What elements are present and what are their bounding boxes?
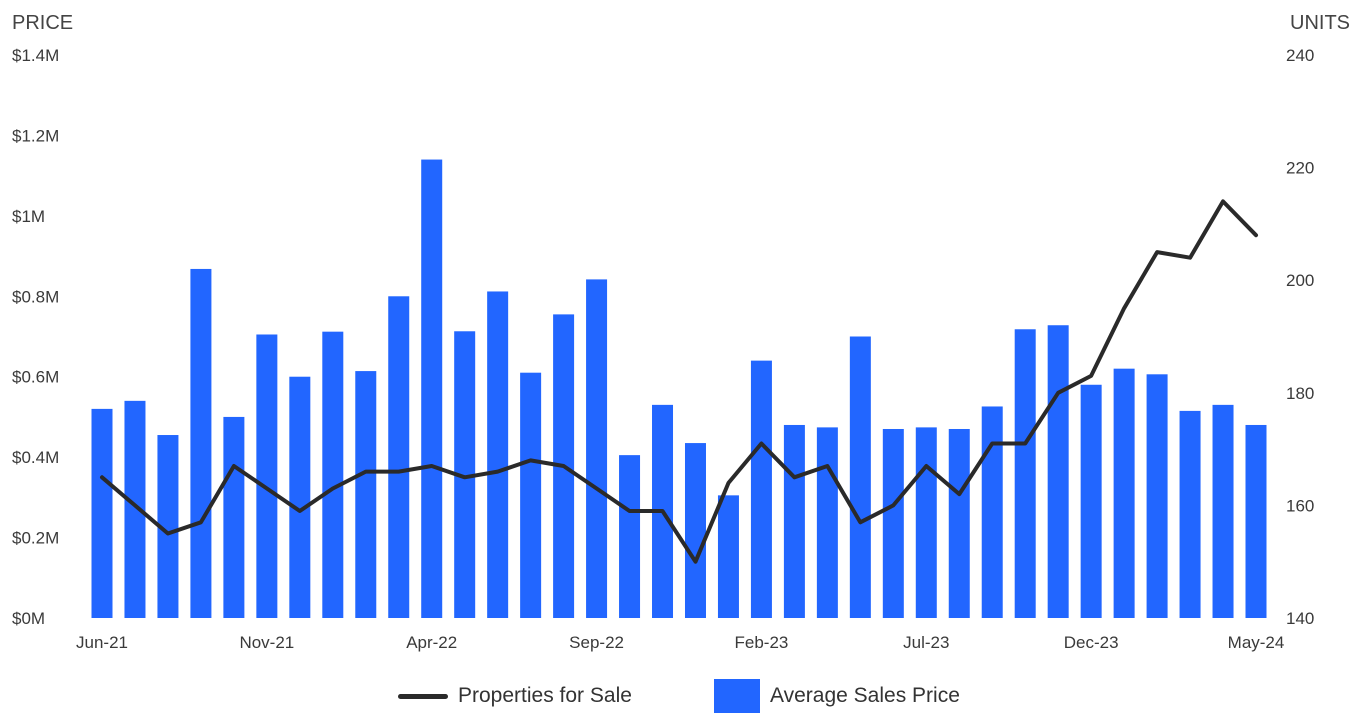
right-axis-ticks: 140 160 180 200 220 240 — [1286, 46, 1314, 628]
price-bar — [816, 427, 838, 618]
x-tick-label: May-24 — [1228, 633, 1285, 652]
left-tick-label: $1M — [12, 207, 45, 226]
price-bar — [1014, 329, 1036, 618]
price-bar — [421, 159, 443, 619]
x-tick-label: Apr-22 — [406, 633, 457, 652]
price-bar — [289, 376, 311, 618]
price-bar — [91, 408, 113, 618]
legend-line-swatch — [398, 693, 448, 699]
left-tick-label: $1.4M — [12, 46, 59, 65]
price-bar — [454, 331, 476, 618]
legend-bar-swatch — [714, 679, 760, 713]
price-bars — [91, 159, 1267, 619]
left-tick-label: $0M — [12, 609, 45, 628]
x-tick-label: Feb-23 — [734, 633, 788, 652]
x-axis-ticks: Jun-21 Nov-21 Apr-22 Sep-22 Feb-23 Jul-23 Dec-… — [76, 633, 1284, 652]
price-bar — [388, 296, 410, 618]
price-bar — [355, 371, 377, 618]
price-bar — [1212, 404, 1234, 618]
left-axis-ticks: $0M $0.2M $0.4M $0.6M $0.8M $1M $1.2M $1.4M — [12, 46, 59, 628]
price-bar — [520, 372, 542, 618]
x-tick-label: Jul-23 — [903, 633, 949, 652]
price-bar — [190, 268, 212, 618]
price-bar — [256, 334, 278, 618]
x-tick-label: Sep-22 — [569, 633, 624, 652]
price-bar — [783, 424, 805, 618]
left-tick-label: $0.4M — [12, 448, 59, 467]
price-bar — [1113, 368, 1135, 618]
price-bar — [915, 427, 937, 618]
price-bar — [849, 336, 871, 618]
legend-label-properties: Properties for Sale — [458, 684, 632, 707]
x-tick-label: Dec-23 — [1064, 633, 1119, 652]
price-bar — [124, 400, 146, 618]
price-bar — [157, 435, 179, 618]
price-bar — [487, 291, 509, 618]
combo-chart: $0M $0.2M $0.4M $0.6M $0.8M $1M $1.2M $1.4M 140… — [12, 46, 1314, 652]
left-tick-label: $0.8M — [12, 287, 59, 306]
price-bar — [981, 406, 1003, 618]
price-bar — [1080, 384, 1102, 618]
price-bar — [750, 360, 772, 618]
right-axis-title: UNITS — [1290, 12, 1350, 34]
right-tick-label: 240 — [1286, 46, 1314, 65]
price-bar — [1245, 424, 1267, 618]
left-tick-label: $1.2M — [12, 126, 59, 145]
x-tick-label: Jun-21 — [76, 633, 128, 652]
legend-label-price: Average Sales Price — [770, 684, 960, 707]
properties-line — [100, 199, 1258, 564]
price-bar — [948, 428, 970, 618]
left-tick-label: $0.6M — [12, 368, 59, 387]
left-tick-label: $0.2M — [12, 529, 59, 548]
price-bar — [322, 331, 344, 618]
price-bar — [1146, 374, 1168, 618]
price-bar — [882, 428, 904, 618]
price-bar — [1179, 410, 1201, 618]
right-tick-label: 180 — [1286, 384, 1314, 403]
price-bar — [1047, 325, 1069, 618]
price-bar — [223, 416, 245, 618]
x-tick-label: Nov-21 — [239, 633, 294, 652]
right-tick-label: 220 — [1286, 159, 1314, 178]
legend-item-properties: Properties for Sale — [398, 676, 632, 716]
left-axis-title: PRICE — [12, 12, 74, 34]
right-tick-label: 140 — [1286, 609, 1314, 628]
price-bar — [717, 495, 739, 618]
right-tick-label: 200 — [1286, 271, 1314, 290]
price-bar — [619, 455, 641, 618]
right-tick-label: 160 — [1286, 496, 1314, 515]
price-bar — [586, 279, 608, 618]
legend-item-price: Average Sales Price — [714, 676, 960, 716]
price-bar — [684, 443, 706, 618]
